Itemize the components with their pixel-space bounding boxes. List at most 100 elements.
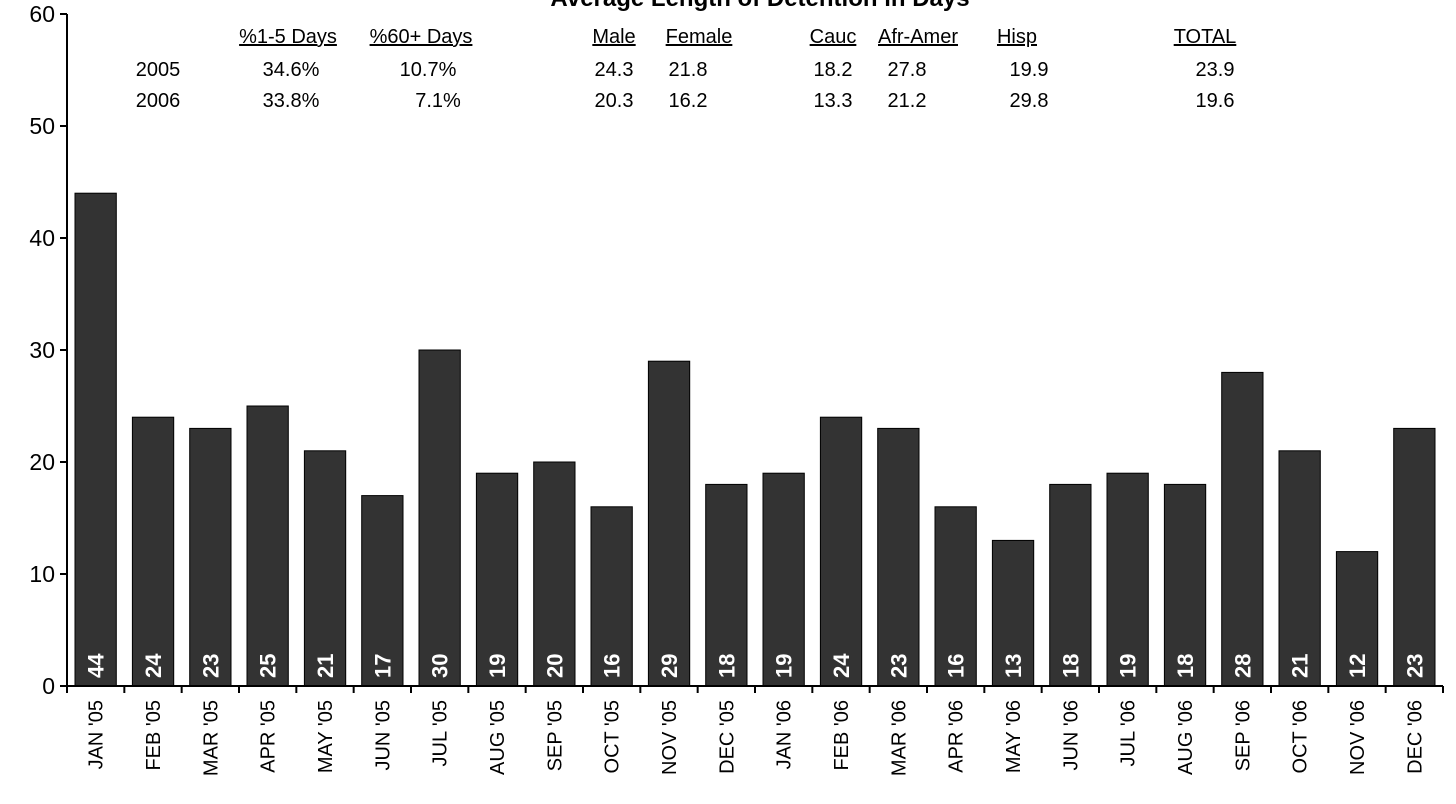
x-tick-label: SEP '05 bbox=[544, 700, 566, 771]
cell-male-2005: 24.3 bbox=[595, 59, 634, 81]
bar bbox=[74, 192, 117, 687]
y-tick-label: 60 bbox=[29, 1, 55, 27]
header-male: Male bbox=[592, 26, 635, 48]
bar bbox=[246, 405, 289, 687]
bar bbox=[1335, 551, 1379, 687]
data-label: 23 bbox=[886, 654, 911, 678]
y-tick-label: 20 bbox=[29, 449, 55, 475]
cell-cauc-2006: 13.3 bbox=[814, 90, 853, 112]
x-tick-label: JAN '05 bbox=[86, 700, 108, 769]
x-tick-label: NOV '05 bbox=[659, 700, 681, 775]
x-tick-label: JUL '05 bbox=[430, 700, 452, 766]
cell-afr-amer-2006: 21.2 bbox=[888, 90, 927, 112]
cell-pct-1-5-days-2006: 33.8% bbox=[263, 90, 320, 112]
cell-cauc-2005: 18.2 bbox=[814, 59, 853, 81]
header-hisp: Hisp bbox=[997, 26, 1037, 48]
bar bbox=[819, 416, 863, 687]
x-tick-label: NOV '06 bbox=[1347, 700, 1369, 775]
cell-female-2005: 21.8 bbox=[669, 59, 708, 81]
data-label: 13 bbox=[1001, 654, 1026, 678]
x-tick-label: APR '05 bbox=[258, 700, 280, 773]
bar bbox=[131, 416, 175, 687]
data-label: 25 bbox=[256, 654, 281, 678]
row-label-2005: 2005 bbox=[136, 59, 181, 81]
data-label: 24 bbox=[141, 653, 166, 678]
bar bbox=[877, 427, 920, 687]
y-tick-label: 0 bbox=[42, 673, 55, 699]
data-label: 28 bbox=[1230, 654, 1255, 678]
bar-series bbox=[74, 192, 1436, 687]
bar bbox=[1278, 450, 1321, 687]
bar bbox=[705, 483, 748, 687]
bar bbox=[475, 472, 519, 687]
cell-total-2006: 19.6 bbox=[1196, 90, 1235, 112]
cell-pct-60-days-2006: 7.1% bbox=[415, 90, 461, 112]
cell-male-2006: 20.3 bbox=[595, 90, 634, 112]
bar bbox=[361, 495, 404, 687]
y-tick-label: 40 bbox=[29, 225, 55, 251]
x-tick-label: MAR '05 bbox=[200, 700, 222, 776]
cell-total-2005: 23.9 bbox=[1196, 59, 1235, 81]
header-total: TOTAL bbox=[1174, 26, 1237, 48]
bar bbox=[590, 506, 633, 687]
header-pct-60-days: %60+ Days bbox=[370, 26, 473, 48]
data-label: 44 bbox=[84, 653, 109, 678]
bar bbox=[647, 360, 691, 687]
x-tick-label: FEB '06 bbox=[831, 700, 853, 771]
bar bbox=[303, 450, 347, 687]
x-tick-label: JAN '06 bbox=[774, 700, 796, 769]
data-label-group: 44 24 23 25 21 17 30 19 20 16 29 18 19 24 23 16 13 18 19 18… bbox=[84, 653, 1428, 678]
data-label: 18 bbox=[1173, 654, 1198, 678]
x-tick-label: DEC '05 bbox=[716, 700, 738, 774]
data-label: 16 bbox=[944, 654, 969, 678]
header-afr-amer: Afr-Amer bbox=[878, 26, 958, 48]
x-tick-label: APR '06 bbox=[946, 700, 968, 773]
y-tick-label: 50 bbox=[29, 113, 55, 139]
bar bbox=[189, 427, 232, 687]
x-tick-label: MAY '05 bbox=[315, 700, 337, 773]
x-tick-label: OCT '05 bbox=[602, 700, 624, 773]
data-label: 30 bbox=[428, 654, 453, 678]
x-tick-label: FEB '05 bbox=[143, 700, 165, 771]
data-label: 21 bbox=[313, 654, 338, 678]
data-label: 23 bbox=[1402, 654, 1427, 678]
bar bbox=[1393, 427, 1436, 687]
data-label: 17 bbox=[370, 654, 395, 678]
cell-female-2006: 16.2 bbox=[669, 90, 708, 112]
data-label: 20 bbox=[542, 654, 567, 678]
chart-title: Average Length of Detention in Days bbox=[550, 0, 969, 12]
bar bbox=[418, 349, 461, 687]
data-label: 24 bbox=[829, 653, 854, 678]
data-label: 18 bbox=[714, 654, 739, 678]
header-female: Female bbox=[666, 26, 733, 48]
cell-afr-amer-2005: 27.8 bbox=[888, 59, 927, 81]
bar bbox=[934, 506, 977, 687]
data-label: 23 bbox=[198, 654, 223, 678]
bar bbox=[1163, 483, 1207, 687]
row-label-2006: 2006 bbox=[136, 90, 181, 112]
x-tick-label: AUG '05 bbox=[487, 700, 509, 775]
x-tick-label: MAY '06 bbox=[1003, 700, 1025, 773]
axes: JAN '05 FEB '05 MAR '05 APR '05 MAY '05 JUN '… bbox=[29, 1, 1444, 776]
data-label: 29 bbox=[657, 654, 682, 678]
cell-pct-1-5-days-2005: 34.6% bbox=[263, 59, 320, 81]
bar bbox=[1049, 483, 1092, 687]
data-label: 12 bbox=[1345, 654, 1370, 678]
header-pct-1-5-days: %1-5 Days bbox=[239, 26, 337, 48]
x-tick-label: JUN '06 bbox=[1060, 700, 1082, 771]
y-tick-label: 10 bbox=[29, 561, 55, 587]
data-label: 18 bbox=[1058, 654, 1083, 678]
cell-pct-60-days-2005: 10.7% bbox=[400, 59, 457, 81]
data-label: 19 bbox=[1116, 654, 1141, 678]
x-tick-label: OCT '06 bbox=[1290, 700, 1312, 773]
bar bbox=[533, 461, 576, 687]
x-tick-label: JUL '06 bbox=[1118, 700, 1140, 766]
x-tick-label: AUG '06 bbox=[1175, 700, 1197, 775]
y-tick-label: 30 bbox=[29, 337, 55, 363]
x-tick-label: MAR '06 bbox=[888, 700, 910, 776]
summary-table: 2005 2006 %1-5 Days 34.6% 33.8% %60+ Day… bbox=[136, 26, 1237, 112]
cell-hisp-2006: 29.8 bbox=[1010, 90, 1049, 112]
data-label: 19 bbox=[485, 654, 510, 678]
x-tick-label: DEC '06 bbox=[1404, 700, 1426, 774]
